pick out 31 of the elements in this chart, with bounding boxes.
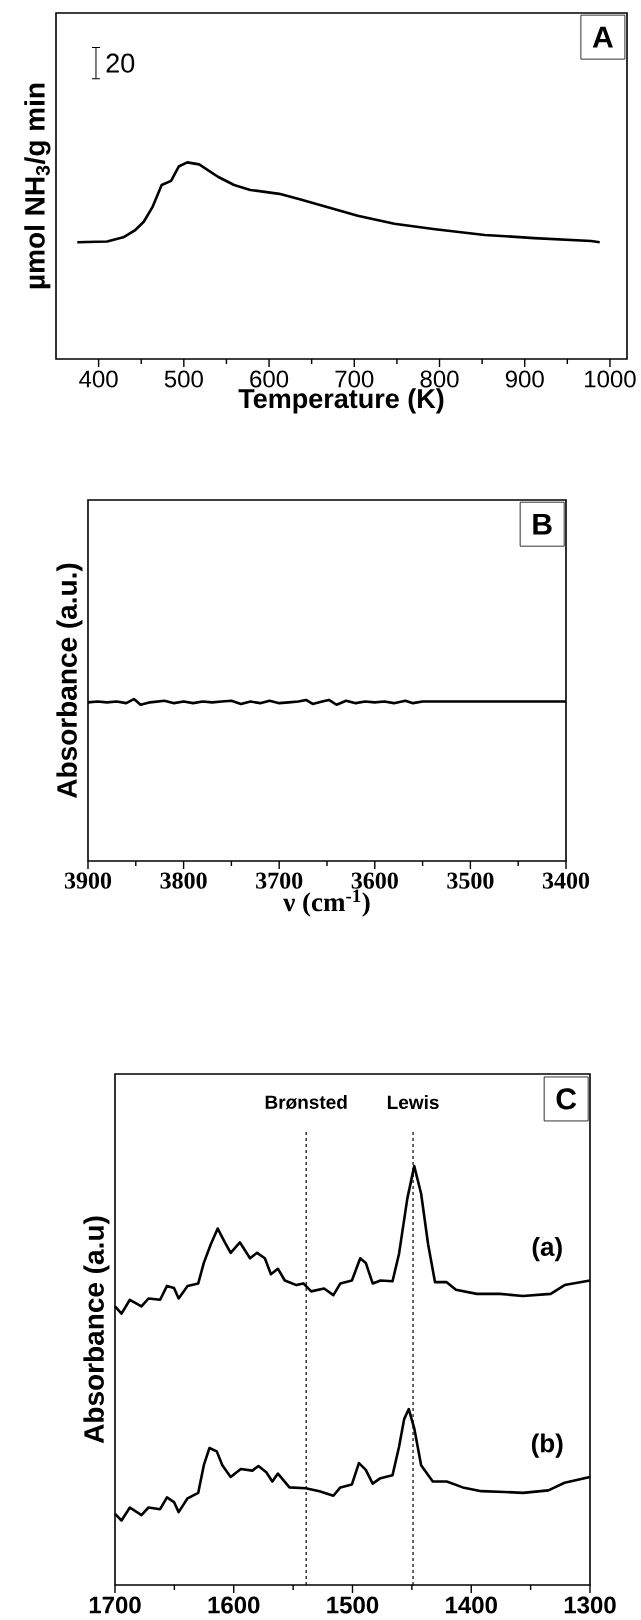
series-label: (b) [531,1433,563,1458]
x-tick-label: 900 [505,370,544,388]
x-tick-label: 3400 [542,872,590,889]
x-tick-label: 3600 [351,872,398,889]
x-tick-label: 700 [335,370,374,388]
x-tick-label: 3800 [160,872,207,889]
x-tick-label: 1300 [564,1596,616,1614]
y-axis-title: Absorbance (a.u) [83,1216,110,1444]
x-tick-label: 1000 [585,370,636,388]
text: C [556,1088,577,1110]
ref-line-label: Lewis [387,1095,439,1110]
text: B [533,513,552,535]
y-axis-title: Absorbance (a.u.) [56,563,83,799]
x-tick-label: 1700 [89,1596,141,1614]
x-tick-label: 1600 [208,1596,260,1614]
x-tick-label: 3700 [256,872,303,889]
x-tick-label: 3500 [447,872,494,889]
x-tick-label: 500 [164,370,203,388]
x-tick-label: 1400 [446,1596,497,1614]
text: A [592,26,613,48]
x-tick-label: 1500 [327,1596,379,1614]
y-axis-title: µmol NH$_{3}$/g min [24,83,51,289]
x-tick-label: 800 [420,370,459,388]
x-axis-title: ν (cm$^{-1}$) [283,889,370,917]
x-tick-label: 600 [250,370,289,388]
series-label: (a) [532,1236,562,1262]
ref-line-label: Brønsted [265,1094,347,1110]
text: 20 [106,53,135,73]
x-axis-title: Temperature (K) [238,388,444,414]
x-tick-label: 400 [79,370,118,388]
x-tick-label: 3900 [64,872,112,889]
